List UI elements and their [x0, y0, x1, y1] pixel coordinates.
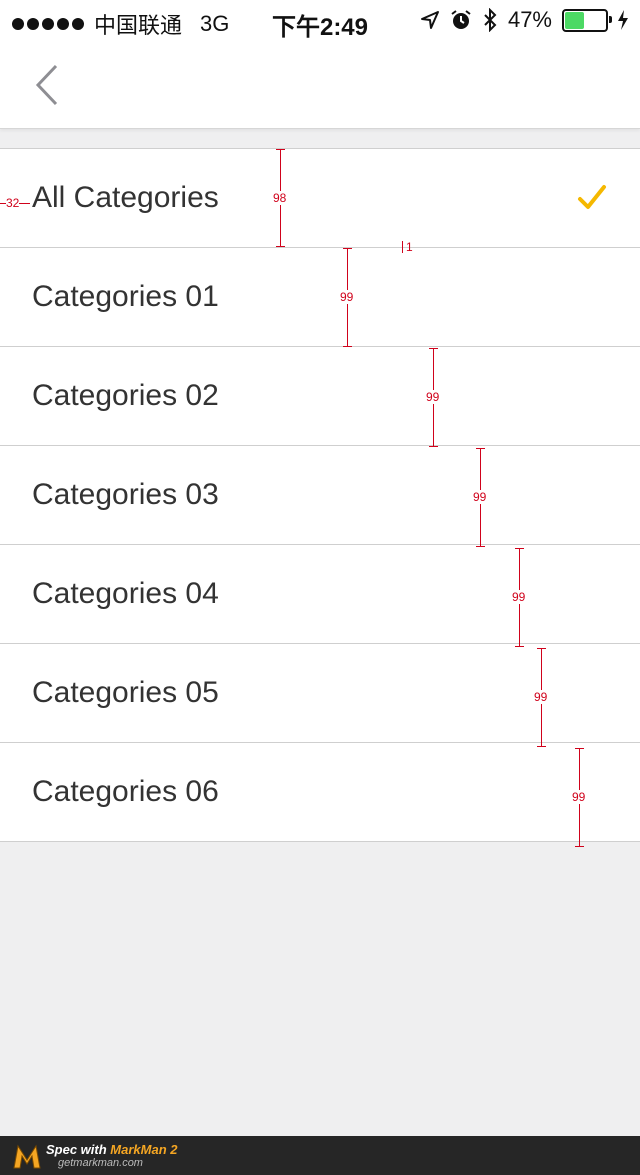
- spec-height-label: 99: [340, 290, 354, 304]
- list-item[interactable]: Categories 06: [0, 743, 640, 842]
- list-item-label: All Categories: [32, 181, 219, 214]
- spec-height-label: 99: [426, 390, 440, 404]
- list-item-label: Categories 03: [32, 478, 219, 511]
- list-item[interactable]: Categories 03: [0, 446, 640, 545]
- status-time: 下午2:49: [271, 14, 369, 41]
- navigation-bar: [0, 42, 640, 129]
- battery-icon: [562, 8, 612, 32]
- footer-brand: MarkMan 2: [110, 1142, 178, 1157]
- status-bar: 中国联通 3G 下午2:49 47%: [0, 0, 640, 42]
- spec-height-label: 99: [572, 790, 586, 804]
- list-item-label: Categories 05: [32, 676, 219, 709]
- bluetooth-icon: [484, 8, 497, 32]
- status-right: 47%: [420, 7, 628, 33]
- list-item[interactable]: Categories 01: [0, 248, 640, 347]
- back-button[interactable]: [28, 60, 68, 110]
- list-item[interactable]: Categories 04: [0, 545, 640, 644]
- spec-height-label: 98: [273, 191, 287, 205]
- footer-title: Spec with MarkMan 2: [46, 1142, 178, 1157]
- carrier-name: 中国联通: [94, 13, 183, 38]
- charging-bolt-icon: [618, 10, 628, 30]
- checkmark-icon: [578, 185, 606, 209]
- battery-percent: 47%: [507, 7, 552, 32]
- list-item[interactable]: All Categories: [0, 149, 640, 248]
- list-item-label: Categories 01: [32, 280, 219, 313]
- spec-inset-label: 32: [6, 196, 20, 210]
- list-item-label: Categories 06: [32, 775, 219, 808]
- category-list: All Categories Categories 01 Categories …: [0, 148, 640, 842]
- spec-divider-label: 1: [406, 240, 413, 254]
- markman-logo-icon: [13, 1144, 41, 1169]
- list-item-label: Categories 04: [32, 577, 219, 610]
- list-item[interactable]: Categories 02: [0, 347, 640, 446]
- battery-level-fill: [565, 11, 584, 29]
- list-item[interactable]: Categories 05: [0, 644, 640, 743]
- chevron-left-icon: [35, 64, 58, 106]
- status-left: 中国联通 3G: [12, 8, 229, 40]
- markman-footer: Spec with MarkMan 2 getmarkman.com: [0, 1136, 640, 1175]
- footer-prefix: Spec with: [46, 1142, 111, 1157]
- alarm-icon: [451, 10, 471, 29]
- network-type: 3G: [200, 11, 230, 36]
- footer-url: getmarkman.com: [58, 1157, 143, 1169]
- list-item-label: Categories 02: [32, 379, 219, 412]
- spec-height-label: 99: [534, 690, 548, 704]
- spec-divider-line: [402, 241, 403, 253]
- spec-height-label: 99: [473, 490, 487, 504]
- signal-strength-icon: [12, 18, 84, 30]
- location-arrow-icon: [420, 11, 439, 29]
- spec-height-label: 99: [512, 590, 526, 604]
